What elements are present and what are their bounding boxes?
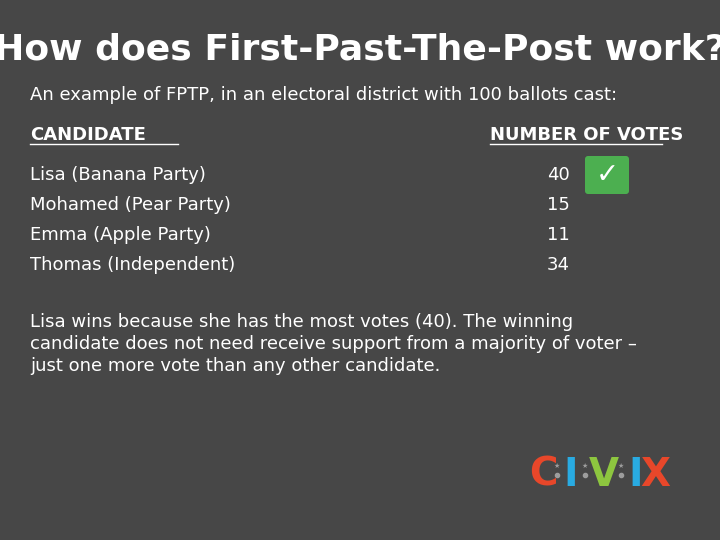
- Text: just one more vote than any other candidate.: just one more vote than any other candid…: [30, 357, 441, 375]
- Text: I: I: [629, 456, 643, 494]
- Text: Lisa (Banana Party): Lisa (Banana Party): [30, 166, 206, 184]
- Text: CANDIDATE: CANDIDATE: [30, 126, 146, 144]
- Text: ✓: ✓: [595, 161, 618, 189]
- Text: 34: 34: [546, 256, 570, 274]
- Text: Mohamed (Pear Party): Mohamed (Pear Party): [30, 196, 231, 214]
- Text: An example of FPTP, in an electoral district with 100 ballots cast:: An example of FPTP, in an electoral dist…: [30, 86, 617, 104]
- Text: Thomas (Independent): Thomas (Independent): [30, 256, 235, 274]
- Text: candidate does not need receive support from a majority of voter –: candidate does not need receive support …: [30, 335, 637, 353]
- Text: 15: 15: [546, 196, 570, 214]
- Text: I: I: [564, 456, 578, 494]
- Text: 11: 11: [546, 226, 570, 244]
- Text: Lisa wins because she has the most votes (40). The winning: Lisa wins because she has the most votes…: [30, 313, 573, 331]
- Text: ★: ★: [582, 463, 588, 469]
- FancyBboxPatch shape: [585, 156, 629, 194]
- Text: X: X: [640, 456, 670, 494]
- Text: How does First-Past-The-Post work?: How does First-Past-The-Post work?: [0, 33, 720, 67]
- Text: C: C: [528, 456, 557, 494]
- Text: NUMBER OF VOTES: NUMBER OF VOTES: [490, 126, 683, 144]
- Text: 40: 40: [546, 166, 570, 184]
- Text: Emma (Apple Party): Emma (Apple Party): [30, 226, 211, 244]
- Text: ★: ★: [554, 463, 560, 469]
- Text: V: V: [589, 456, 619, 494]
- Text: ★: ★: [618, 463, 624, 469]
